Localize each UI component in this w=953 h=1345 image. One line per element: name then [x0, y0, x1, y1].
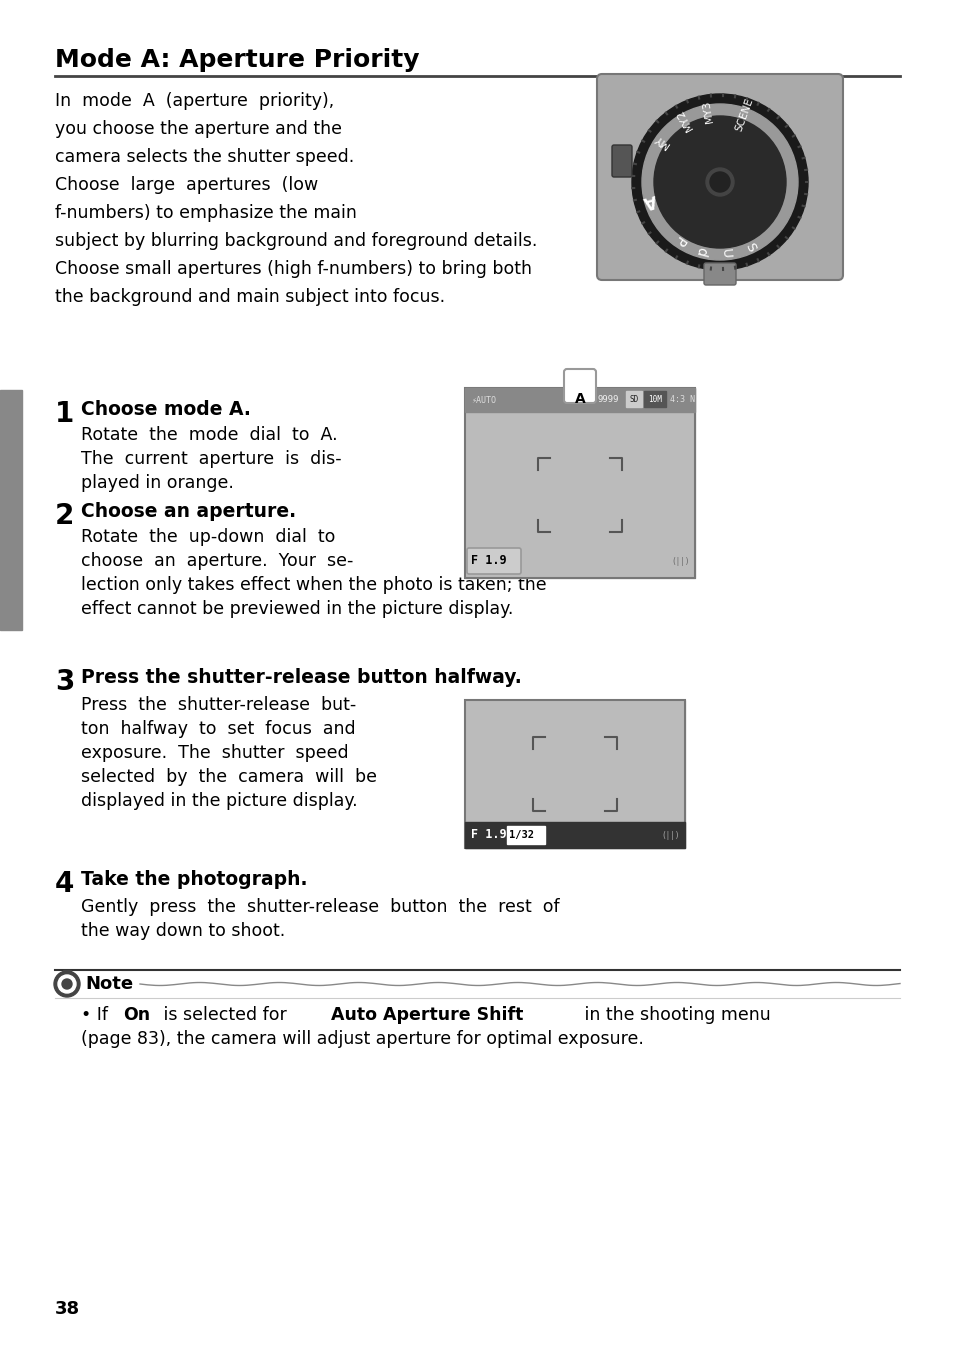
Bar [464, 387, 695, 578]
Text: U: U [719, 249, 733, 260]
Circle shape [631, 94, 807, 270]
FancyBboxPatch shape [563, 369, 596, 404]
Text: Choose an aperture.: Choose an aperture. [81, 502, 295, 521]
Bar [625, 391, 641, 408]
Text: selected  by  the  camera  will  be: selected by the camera will be [81, 768, 376, 785]
Text: P: P [670, 234, 686, 249]
Text: effect cannot be previewed in the picture display.: effect cannot be previewed in the pictur… [81, 600, 513, 617]
Bar [464, 699, 684, 847]
Text: On: On [123, 1006, 150, 1024]
Text: (||): (||) [671, 557, 689, 565]
Text: 2: 2 [55, 502, 74, 530]
Circle shape [58, 975, 76, 993]
Text: in the shooting menu: in the shooting menu [578, 1006, 770, 1024]
FancyBboxPatch shape [467, 547, 520, 574]
Text: A: A [574, 391, 585, 406]
Text: ⚡AUTO: ⚡AUTO [471, 395, 496, 405]
Text: choose  an  aperture.  Your  se-: choose an aperture. Your se- [81, 551, 353, 570]
Text: In  mode  A  (aperture  priority),: In mode A (aperture priority), [55, 91, 334, 110]
Text: played in orange.: played in orange. [81, 473, 233, 492]
Circle shape [654, 116, 785, 247]
Text: Rotate  the  mode  dial  to  A.: Rotate the mode dial to A. [81, 426, 337, 444]
Text: MY: MY [651, 132, 670, 149]
Circle shape [62, 979, 71, 989]
Text: 4: 4 [55, 870, 74, 898]
Text: 38: 38 [55, 1301, 80, 1318]
Text: 1/32: 1/32 [509, 830, 534, 841]
Text: SD: SD [629, 395, 638, 405]
Circle shape [705, 168, 733, 196]
Bar [506, 826, 544, 845]
Text: 9999: 9999 [598, 395, 618, 405]
Text: Auto Aperture Shift: Auto Aperture Shift [331, 1006, 523, 1024]
Text: (page 83), the camera will adjust aperture for optimal exposure.: (page 83), the camera will adjust apertu… [81, 1030, 643, 1048]
Text: More on Photography: More on Photography [6, 455, 16, 566]
Text: Press the shutter-release button halfway.: Press the shutter-release button halfway… [81, 668, 521, 687]
Text: Choose small apertures (high f-numbers) to bring both: Choose small apertures (high f-numbers) … [55, 260, 532, 278]
Text: ton  halfway  to  set  focus  and: ton halfway to set focus and [81, 720, 355, 738]
Circle shape [54, 971, 80, 997]
FancyBboxPatch shape [597, 74, 842, 280]
Text: A: A [641, 190, 659, 211]
Text: subject by blurring background and foreground details.: subject by blurring background and foreg… [55, 231, 537, 250]
Text: S: S [742, 241, 758, 254]
Bar [464, 387, 695, 578]
Text: 3: 3 [55, 668, 74, 695]
Text: Choose mode A.: Choose mode A. [81, 399, 251, 420]
Text: displayed in the picture display.: displayed in the picture display. [81, 792, 357, 810]
Text: MY3: MY3 [700, 98, 714, 124]
Bar [643, 391, 665, 408]
Text: is selected for: is selected for [158, 1006, 292, 1024]
Bar [464, 699, 684, 847]
Text: f-numbers) to emphasize the main: f-numbers) to emphasize the main [55, 204, 356, 222]
Text: d: d [693, 245, 708, 258]
Text: 4:3 N: 4:3 N [669, 395, 695, 405]
Circle shape [641, 104, 797, 260]
Text: Note: Note [85, 975, 133, 993]
Text: you choose the aperture and the: you choose the aperture and the [55, 120, 341, 139]
Text: The  current  aperture  is  dis-: The current aperture is dis- [81, 451, 341, 468]
Text: lection only takes effect when the photo is taken; the: lection only takes effect when the photo… [81, 576, 546, 594]
Text: camera selects the shutter speed.: camera selects the shutter speed. [55, 148, 354, 165]
Bar [0, 390, 22, 629]
Text: the background and main subject into focus.: the background and main subject into foc… [55, 288, 445, 307]
Circle shape [709, 172, 729, 192]
Text: the way down to shoot.: the way down to shoot. [81, 923, 285, 940]
Text: MY2: MY2 [673, 108, 694, 132]
Text: exposure.  The  shutter  speed: exposure. The shutter speed [81, 744, 348, 763]
Text: Take the photograph.: Take the photograph. [81, 870, 307, 889]
Text: Mode A: Aperture Priority: Mode A: Aperture Priority [55, 48, 419, 73]
FancyBboxPatch shape [612, 145, 631, 178]
Text: 10M: 10M [647, 395, 661, 405]
Text: Press  the  shutter-release  but-: Press the shutter-release but- [81, 695, 355, 714]
FancyBboxPatch shape [703, 264, 735, 285]
Text: • If: • If [81, 1006, 113, 1024]
Text: (||): (||) [660, 830, 679, 839]
Text: Rotate  the  up-down  dial  to: Rotate the up-down dial to [81, 529, 335, 546]
Bar [63, 970, 71, 975]
Bar [464, 822, 684, 847]
Text: Gently  press  the  shutter-release  button  the  rest  of: Gently press the shutter-release button … [81, 898, 559, 916]
Text: F 1.9: F 1.9 [471, 554, 506, 568]
Text: 1: 1 [55, 399, 74, 428]
Text: F 1.9: F 1.9 [471, 829, 506, 842]
Bar [464, 387, 695, 412]
Text: Choose  large  apertures  (low: Choose large apertures (low [55, 176, 318, 194]
Text: SCENE: SCENE [733, 97, 755, 132]
